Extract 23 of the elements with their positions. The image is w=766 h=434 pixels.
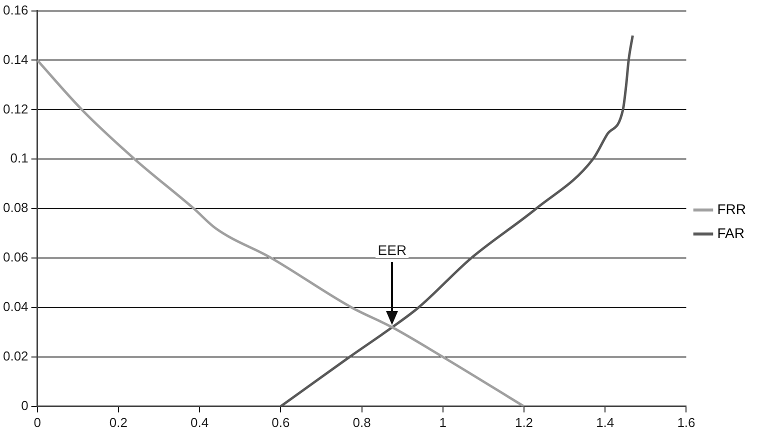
- y-tick-label: 0.04: [2, 299, 28, 314]
- x-tick-label: 0.8: [352, 414, 371, 430]
- y-tick-label: 0.02: [2, 348, 28, 364]
- annotation: EER: [376, 242, 409, 258]
- x-tick-label: 0.4: [190, 414, 209, 430]
- x-tick-label: 1: [439, 414, 446, 430]
- x-tick-label: 1.6: [677, 414, 696, 430]
- y-tick-label: 0.12: [2, 101, 28, 116]
- y-tick-label: 0.14: [2, 52, 28, 67]
- line-series: [279, 34, 634, 406]
- legend-label: FRR: [717, 200, 746, 217]
- y-tick-label: 0.06: [2, 250, 28, 265]
- x-tick-label: 1.2: [514, 414, 534, 430]
- x-tick-label: 0.6: [272, 414, 290, 430]
- x-tick-label: 1.4: [596, 414, 614, 430]
- y-tick-label: 0.16: [2, 2, 28, 18]
- y-tick-label: 0: [21, 398, 28, 413]
- legend-label: FAR: [717, 224, 744, 241]
- x-tick-label: 0: [34, 414, 41, 430]
- line-series: [37, 59, 526, 406]
- y-tick-label: 0.08: [2, 200, 28, 216]
- x-tick-label: 0.2: [109, 414, 128, 430]
- y-tick-label: 0.1: [10, 150, 28, 166]
